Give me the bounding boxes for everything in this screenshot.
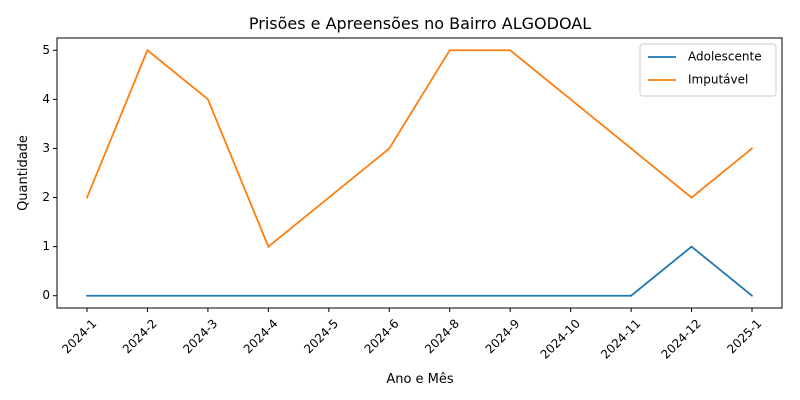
x-tick-label: 2024-1 [59, 316, 99, 356]
data-point [327, 196, 330, 199]
legend: Adolescente Imputável [639, 43, 777, 97]
plot-area [56, 37, 783, 309]
x-tick-label: 2024-10 [538, 316, 583, 361]
x-tick-label: 2024-4 [241, 316, 281, 356]
x-tick-label: 2024-6 [362, 316, 402, 356]
y-tick-label: 1 [42, 239, 50, 253]
data-point [630, 147, 632, 150]
x-tick-label: 2024-5 [301, 316, 341, 356]
y-axis: 0 1 2 3 4 5 [42, 43, 57, 302]
x-tick-label: 2024-9 [483, 316, 523, 356]
x-tick-label: 2025-1 [724, 316, 764, 356]
data-point [630, 294, 632, 297]
x-tick-label: 2024-8 [422, 316, 462, 356]
data-point [751, 147, 753, 150]
chart-title: Prisões e Apreensões no Bairro ALGODOAL [249, 14, 591, 33]
data-point [388, 294, 391, 297]
y-tick-label: 0 [42, 288, 50, 302]
legend-label: Imputável [688, 73, 748, 87]
series-line-2 [86, 48, 753, 249]
data-point [267, 245, 270, 248]
y-tick-label: 2 [42, 190, 50, 204]
data-point [146, 294, 149, 297]
data-point [327, 294, 330, 297]
y-axis-label: Quantidade [16, 135, 31, 211]
data-point [690, 196, 693, 199]
data-point [86, 294, 88, 297]
x-axis-label: Ano e Mês [386, 372, 454, 387]
x-tick-label: 2024-11 [598, 316, 643, 361]
legend-label: Adolescente [688, 50, 762, 64]
x-tick-label: 2024-12 [659, 316, 704, 361]
series-layer [86, 48, 753, 297]
data-point [86, 196, 88, 199]
x-tick-label: 2024-2 [120, 316, 160, 356]
x-axis: 2024-1 2024-2 2024-3 2024-4 2024-5 2024-6 2024… [59, 308, 764, 362]
data-point [509, 294, 512, 297]
data-point [448, 49, 451, 52]
series-line-1 [87, 245, 753, 297]
x-tick-label: 2024-3 [180, 316, 220, 356]
data-point [751, 294, 753, 297]
data-point [388, 147, 391, 150]
data-point [207, 98, 209, 101]
data-point [509, 49, 512, 52]
data-point [146, 49, 149, 52]
data-point [690, 245, 693, 248]
y-tick-label: 3 [42, 141, 50, 155]
data-point [569, 98, 572, 101]
data-point [569, 294, 572, 297]
data-point [207, 294, 209, 297]
data-point [448, 294, 451, 297]
y-tick-label: 5 [42, 43, 50, 57]
y-tick-label: 4 [42, 92, 50, 106]
data-point [267, 294, 270, 297]
